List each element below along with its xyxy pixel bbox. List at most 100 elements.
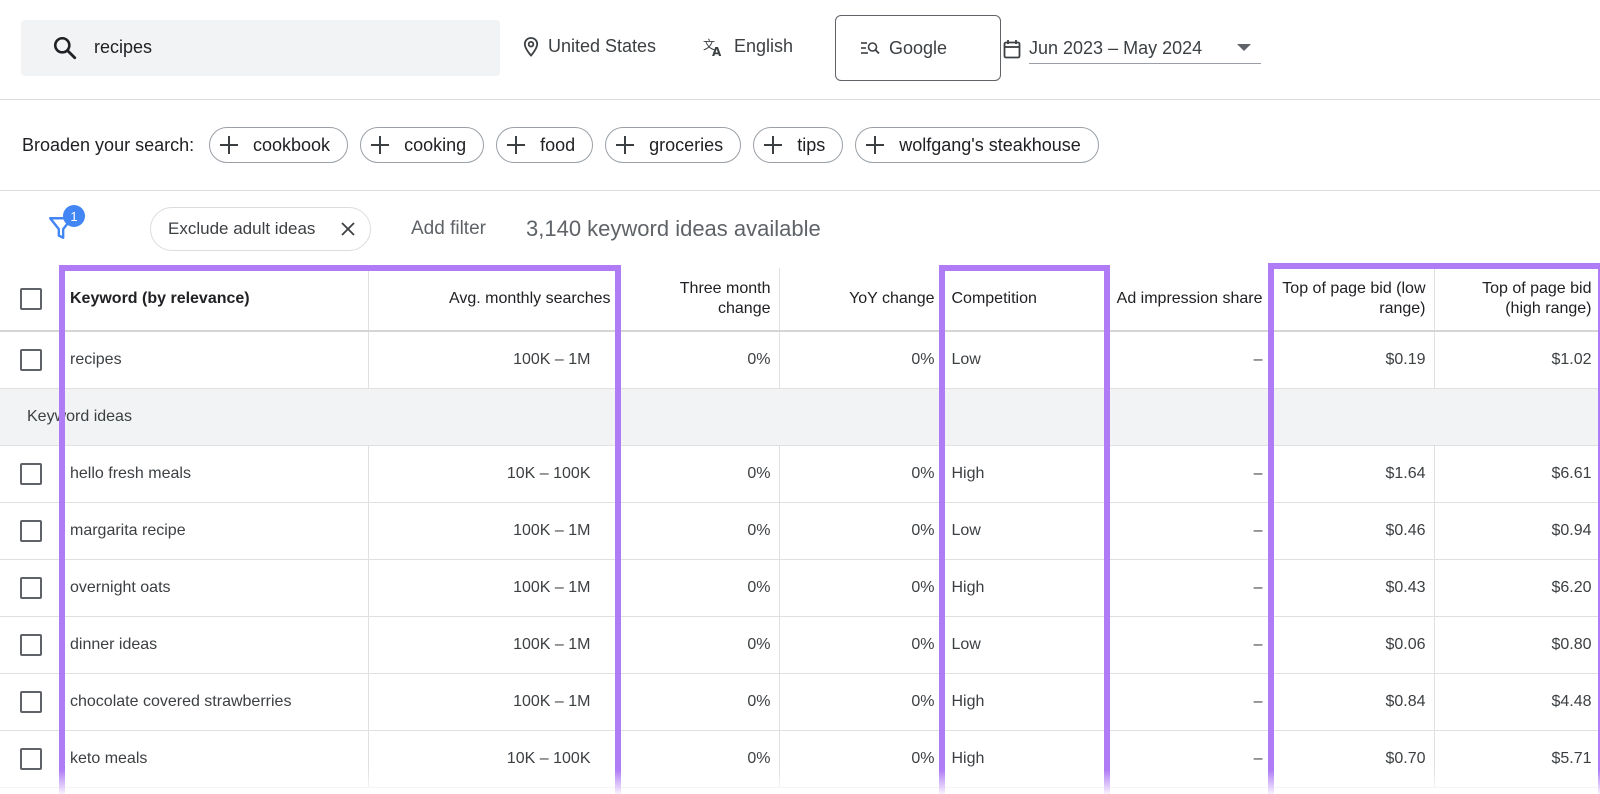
row-checkbox[interactable] <box>20 576 42 599</box>
table-header-row: Keyword (by relevance) Avg. monthly sear… <box>0 268 1600 332</box>
add-filter-button[interactable]: Add filter <box>411 218 486 239</box>
cell-bid-high: $1.02 <box>1434 331 1600 389</box>
cell-ad-share: – <box>1107 730 1272 788</box>
svg-text:A: A <box>712 45 722 57</box>
header-ad-impression-share[interactable]: Ad impression share <box>1107 268 1272 332</box>
header-three-month-change[interactable]: Three month change <box>619 268 780 332</box>
chip-label: wolfgang's steakhouse <box>899 134 1081 155</box>
table-row: hello fresh meals 10K – 100K 0% 0% High … <box>0 445 1600 503</box>
header-yoy-change[interactable]: YoY change <box>779 268 944 332</box>
keyword-ideas-count: 3,140 keyword ideas available <box>526 216 821 241</box>
cell-avg: 100K – 1M <box>368 502 620 560</box>
calendar-icon <box>1003 40 1021 59</box>
location-pin-icon <box>523 36 539 57</box>
row-select-cell <box>0 445 62 503</box>
cell-keyword: chocolate covered strawberries <box>62 673 369 731</box>
search-engine-label: Google <box>889 37 948 58</box>
search-input[interactable]: recipes <box>21 20 500 76</box>
broaden-chip-food[interactable]: food <box>496 127 594 163</box>
translate-icon: 文A <box>703 37 722 57</box>
cell-ad-share: – <box>1107 331 1272 389</box>
plus-icon <box>762 134 784 156</box>
broaden-label: Broaden your search: <box>22 135 195 155</box>
header-bid-high[interactable]: Top of page bid (high range) <box>1434 268 1600 332</box>
row-checkbox[interactable] <box>20 633 42 656</box>
cell-three-month: 0% <box>619 502 780 560</box>
broaden-chip-cookbook[interactable]: cookbook <box>209 127 349 163</box>
table-row: recipes 100K – 1M 0% 0% Low – $0.19 $1.0… <box>0 331 1600 389</box>
cell-yoy: 0% <box>779 502 944 560</box>
cell-three-month: 0% <box>619 673 780 731</box>
chip-label: groceries <box>649 134 724 155</box>
cell-keyword: keto meals <box>62 730 369 788</box>
cell-bid-high: $0.94 <box>1434 502 1600 560</box>
cell-bid-high: $6.61 <box>1434 445 1600 503</box>
table-row: dinner ideas 100K – 1M 0% 0% Low – $0.06… <box>0 616 1600 674</box>
cell-ad-share: – <box>1107 502 1272 560</box>
cell-keyword: dinner ideas <box>62 616 369 674</box>
cell-keyword: hello fresh meals <box>62 445 369 503</box>
chip-label: cooking <box>404 134 467 155</box>
table-row: overnight oats 100K – 1M 0% 0% High – $0… <box>0 559 1600 617</box>
header-competition[interactable]: Competition <box>943 268 1108 332</box>
cell-bid-low: $0.70 <box>1271 730 1435 788</box>
cell-ad-share: – <box>1107 559 1272 617</box>
broaden-chip-groceries[interactable]: groceries <box>605 127 742 163</box>
close-icon[interactable] <box>340 221 356 237</box>
header-select-all <box>0 268 62 332</box>
broaden-search-bar: Broaden your search: cookbook cooking fo… <box>0 100 1600 191</box>
table-row: chocolate covered strawberries 100K – 1M… <box>0 673 1600 731</box>
cell-bid-high: $5.71 <box>1434 730 1600 788</box>
row-select-cell <box>0 730 62 788</box>
date-range-dropdown[interactable]: Jun 2023 – May 2024 <box>1029 34 1261 64</box>
row-checkbox[interactable] <box>20 348 42 371</box>
broaden-chip-wolfgangs-steakhouse[interactable]: wolfgang's steakhouse <box>855 127 1099 163</box>
row-checkbox[interactable] <box>20 462 42 485</box>
cell-bid-low: $0.06 <box>1271 616 1435 674</box>
cell-ad-share: – <box>1107 616 1272 674</box>
header-keyword[interactable]: Keyword (by relevance) <box>62 268 369 332</box>
cell-avg: 10K – 100K <box>368 445 620 503</box>
search-engine-icon <box>861 42 880 55</box>
date-range-selector[interactable]: Jun 2023 – May 2024 <box>1003 34 1261 64</box>
cell-avg: 10K – 100K <box>368 730 620 788</box>
cell-bid-high: $6.20 <box>1434 559 1600 617</box>
broaden-chip-tips[interactable]: tips <box>753 127 844 163</box>
cell-ad-share: – <box>1107 445 1272 503</box>
cell-keyword: recipes <box>62 331 369 389</box>
chip-label: tips <box>797 134 826 155</box>
chevron-down-icon <box>1237 44 1251 51</box>
cell-competition: Low <box>943 502 1108 560</box>
cell-yoy: 0% <box>779 331 944 389</box>
select-all-checkbox[interactable] <box>20 288 42 310</box>
cell-three-month: 0% <box>619 445 780 503</box>
cell-competition: Low <box>943 331 1108 389</box>
exclude-adult-ideas-chip[interactable]: Exclude adult ideas <box>150 207 371 251</box>
location-selector[interactable]: United States <box>523 36 656 57</box>
broaden-chip-cooking[interactable]: cooking <box>360 127 485 163</box>
cell-ad-share: – <box>1107 673 1272 731</box>
cell-yoy: 0% <box>779 730 944 788</box>
exclude-chip-label: Exclude adult ideas <box>168 219 316 238</box>
filter-count-badge: 1 <box>63 205 85 227</box>
header-bid-low[interactable]: Top of page bid (low range) <box>1271 268 1435 332</box>
svg-text:文: 文 <box>703 37 715 52</box>
header-avg-monthly-searches[interactable]: Avg. monthly searches <box>368 268 620 332</box>
cell-yoy: 0% <box>779 673 944 731</box>
row-checkbox[interactable] <box>20 747 42 770</box>
cell-bid-low: $0.19 <box>1271 331 1435 389</box>
cell-bid-low: $0.84 <box>1271 673 1435 731</box>
search-engine-selector[interactable]: Google <box>835 15 1001 81</box>
row-select-cell <box>0 673 62 731</box>
group-header-row: Keyword ideas <box>0 388 1600 446</box>
table-row: keto meals 10K – 100K 0% 0% High – $0.70… <box>0 730 1600 788</box>
filter-row: 1 Exclude adult ideas Add filter 3,140 k… <box>0 191 1600 268</box>
row-checkbox[interactable] <box>20 690 42 713</box>
cell-three-month: 0% <box>619 616 780 674</box>
chip-label: cookbook <box>253 134 331 155</box>
row-checkbox[interactable] <box>20 519 42 542</box>
broaden-chips: cookbook cooking food groceries tips wol… <box>209 127 1111 163</box>
cell-competition: Low <box>943 616 1108 674</box>
